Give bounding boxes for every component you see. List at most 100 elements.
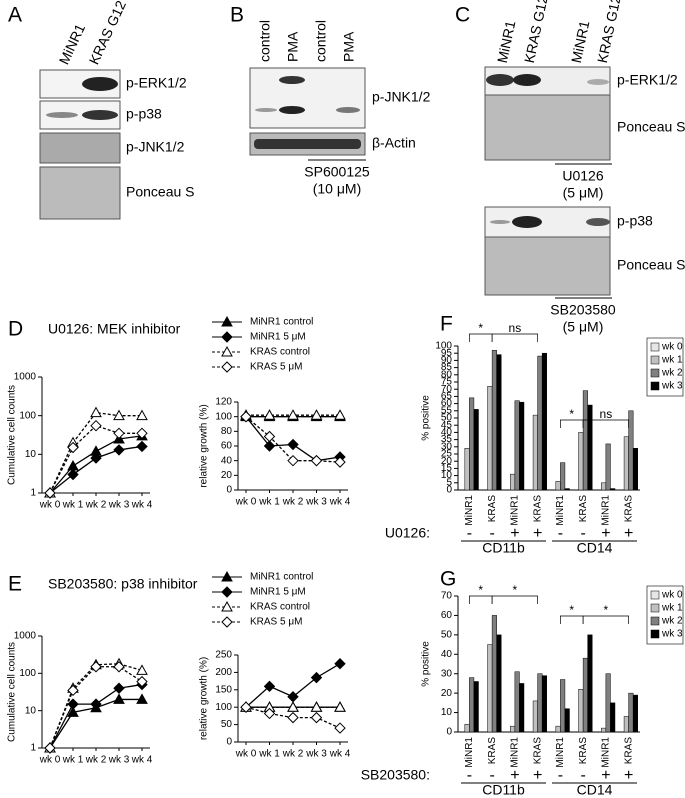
x-tick-label: wk 3 — [305, 497, 327, 508]
significance-bracket — [469, 595, 493, 604]
lane-label: PMA — [341, 31, 357, 62]
bar — [623, 716, 629, 733]
marker — [136, 440, 148, 453]
marker — [310, 671, 323, 684]
y-tick-label: 60 — [221, 441, 233, 452]
legend-label: KRAS 5 μM — [250, 617, 302, 628]
y-tick-label: 65 — [441, 391, 453, 402]
marker — [287, 711, 299, 724]
x-tick-label: wk 4 — [329, 497, 351, 508]
y-tick-label: 25 — [441, 449, 453, 460]
treatment: + — [601, 525, 610, 542]
bar — [541, 352, 547, 491]
axis — [41, 377, 150, 494]
y-tick-label: 100 — [19, 410, 36, 421]
y-tick-label: 0 — [446, 485, 452, 496]
y-tick-label: 50 — [441, 629, 453, 640]
inhibitor: U0126 — [562, 168, 603, 184]
bar — [578, 689, 584, 733]
band — [279, 76, 305, 84]
y-axis-label: Cumulative cell counts — [7, 642, 18, 742]
marker — [136, 664, 148, 675]
y-tick-label: 120 — [215, 397, 232, 408]
marker — [334, 409, 346, 420]
band — [512, 216, 542, 228]
lane-label: PMA — [285, 31, 301, 62]
lane-label: MiNR1 — [568, 19, 593, 64]
bar — [578, 432, 584, 491]
x-tick-label: wk 0 — [39, 500, 61, 511]
marker — [67, 698, 79, 710]
bar — [473, 681, 479, 733]
x-tick-label: wk 1 — [62, 500, 84, 511]
legend-label: MiNR1 control — [250, 572, 313, 583]
x-tick-label: wk 3 — [108, 755, 130, 766]
y-tick-label: 50 — [221, 719, 233, 730]
marker — [287, 438, 299, 451]
significance-bracket — [582, 615, 629, 624]
bar — [537, 673, 543, 733]
marker — [136, 409, 148, 421]
y-axis-label: % positive — [421, 395, 432, 441]
significance-bracket — [582, 419, 629, 428]
series-line — [245, 416, 341, 462]
bar — [560, 462, 566, 491]
y-tick-label: 95 — [441, 348, 453, 359]
bar — [514, 400, 520, 491]
significance-bracket — [491, 333, 538, 342]
treatment: - — [558, 767, 563, 784]
x-tick-label: KRAS — [578, 495, 589, 523]
y-tick-label: 60 — [441, 398, 453, 409]
significance-bracket — [491, 595, 538, 604]
marker — [136, 675, 148, 688]
bar — [469, 397, 475, 491]
y-tick-label: 0 — [226, 737, 232, 748]
y-tick-label: 30 — [441, 668, 453, 679]
y-tick-label: 35 — [441, 434, 453, 445]
marker — [90, 698, 102, 710]
row-label: p-JNK1/2 — [372, 89, 431, 105]
blot — [249, 67, 366, 129]
bar — [582, 657, 588, 733]
y-tick-label: 50 — [441, 413, 453, 424]
bar — [510, 473, 516, 491]
bar — [610, 488, 616, 491]
bar — [491, 615, 497, 733]
band — [336, 107, 360, 113]
y-tick-label: 100 — [215, 411, 232, 422]
bar — [605, 673, 611, 733]
y-tick-label: 40 — [441, 427, 453, 438]
lane-label: KRAS G12V — [521, 0, 553, 64]
significance-label: * — [478, 583, 483, 597]
bar — [519, 683, 525, 733]
marker — [240, 410, 252, 423]
significance-label: * — [478, 321, 483, 335]
x-tick-label: wk 1 — [258, 497, 280, 508]
y-tick-label: 100 — [215, 702, 232, 713]
bar — [587, 404, 593, 491]
y-tick-label: 30 — [441, 441, 453, 452]
band — [82, 77, 118, 91]
bar — [628, 692, 634, 733]
x-tick-label: KRAS — [623, 495, 634, 523]
treatment: + — [533, 525, 542, 542]
inhibitor: SB203580 — [550, 302, 616, 318]
bar — [564, 708, 570, 733]
marker — [287, 409, 299, 420]
y-tick-label: 1 — [30, 488, 36, 499]
marker — [263, 680, 276, 693]
bar — [519, 401, 525, 491]
bar — [605, 443, 611, 491]
x-tick-label: wk 2 — [85, 755, 107, 766]
x-tick-label: MiNR1 — [555, 737, 566, 768]
legend-label: MiNR1 5 μM — [250, 587, 306, 598]
legend-swatch — [650, 629, 660, 639]
legend-swatch — [650, 603, 660, 613]
legend-label: KRAS control — [250, 602, 310, 613]
blot — [484, 236, 611, 296]
row-label: p-ERK1/2 — [617, 72, 678, 88]
marker — [310, 711, 323, 724]
marker — [113, 661, 125, 673]
